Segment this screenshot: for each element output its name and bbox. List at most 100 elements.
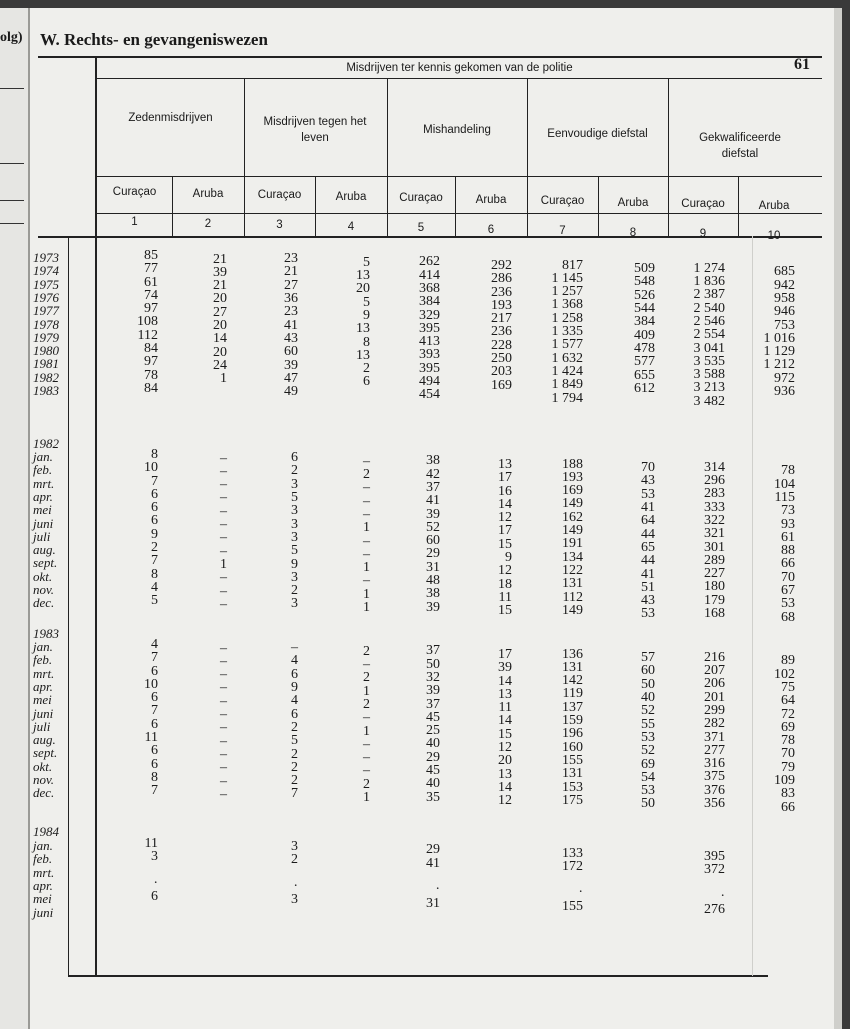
table-cell: 206 bbox=[704, 676, 725, 692]
table-cell: 262 bbox=[419, 254, 440, 270]
subcolumn-header: Curaçao bbox=[540, 195, 585, 207]
section-title: W. Rechts- en gevangeniswezen bbox=[40, 30, 268, 49]
table-cell: 48 bbox=[426, 573, 440, 589]
table-cell: 53 bbox=[641, 486, 655, 502]
table-cell: 78 bbox=[144, 367, 158, 383]
table-cell bbox=[380, 870, 440, 883]
table-cell: – bbox=[220, 570, 227, 586]
table-cell: 17 bbox=[498, 523, 512, 539]
table-cell bbox=[523, 873, 583, 886]
data-column-4: –2– – –1– –1–1 1 bbox=[310, 454, 370, 615]
table-cell: · bbox=[720, 888, 725, 904]
table-cell: 753 bbox=[774, 317, 795, 333]
table-cell: 227 bbox=[704, 566, 725, 582]
data-column-2: – – – – – – – – – – – – bbox=[167, 641, 227, 802]
table-cell: 395 bbox=[419, 320, 440, 336]
data-column-3: 3 2 · 3 bbox=[238, 840, 298, 908]
table-cell: 958 bbox=[774, 290, 795, 306]
table-cell: 15 bbox=[498, 726, 512, 742]
row-label: feb. bbox=[33, 851, 53, 867]
table-cell: 1 129 bbox=[763, 344, 796, 360]
table-cell: 172 bbox=[562, 858, 583, 874]
column-number: 4 bbox=[347, 220, 355, 233]
table-cell: 17 bbox=[498, 647, 512, 662]
table-cell: 283 bbox=[704, 486, 725, 502]
table-cell: 102 bbox=[774, 666, 795, 682]
table-cell: 3 bbox=[291, 476, 298, 492]
group-header: Misdrijven tegen het leven bbox=[263, 116, 367, 144]
table-cell: 8 bbox=[151, 566, 158, 582]
data-column-7: 133 172 · 155 bbox=[523, 845, 583, 914]
table-cell: 9 bbox=[151, 526, 158, 542]
table-cell: 384 bbox=[419, 294, 440, 310]
table-cell: 188 bbox=[562, 456, 583, 472]
table-cell: 3 041 bbox=[693, 340, 726, 356]
table-cell: 544 bbox=[634, 301, 655, 317]
previous-page-edge: olg) bbox=[0, 8, 30, 1029]
table-cell: 43 bbox=[641, 473, 655, 489]
table-cell: 47 bbox=[284, 370, 298, 386]
table-cell: · bbox=[293, 879, 298, 895]
table-cell: 6 bbox=[151, 889, 158, 905]
table-cell: 78 bbox=[781, 463, 795, 479]
table-cell: 5 bbox=[363, 254, 370, 270]
table-cell: 20 bbox=[356, 281, 370, 297]
top-rule bbox=[38, 56, 822, 58]
table-cell: – bbox=[363, 506, 370, 522]
table-cell: 36 bbox=[284, 291, 298, 307]
table-cell: 134 bbox=[562, 549, 583, 565]
subcolumn-header: Curaçao bbox=[257, 189, 302, 201]
table-cell: 133 bbox=[562, 845, 583, 861]
group-header: Mishandeling bbox=[423, 124, 491, 136]
table-cell: – bbox=[220, 530, 227, 546]
table-cell: 169 bbox=[491, 377, 512, 393]
table-cell: 250 bbox=[491, 351, 512, 367]
table-cell: 203 bbox=[491, 364, 512, 380]
table-cell: 409 bbox=[634, 327, 655, 343]
table-cell: – bbox=[220, 693, 227, 709]
table-cell: 292 bbox=[491, 258, 512, 273]
row-label: mrt. bbox=[33, 864, 55, 880]
table-cell: 15 bbox=[498, 536, 512, 552]
table-cell: 65 bbox=[641, 539, 655, 555]
table-cell: 393 bbox=[419, 347, 440, 363]
data-column-1: 4 7 6 10 6 7 6 11 6 6 8 7 bbox=[98, 637, 158, 798]
table-cell: 3 bbox=[151, 849, 158, 865]
table-cell: 60 bbox=[641, 663, 655, 679]
row-label: 1975 bbox=[33, 276, 59, 292]
data-column-6: 17 39 14 13 11 14 15 12 20 13 14 12 bbox=[452, 647, 512, 808]
table-cell: 286 bbox=[491, 271, 512, 287]
data-column-5: 29 41 · 31 bbox=[380, 843, 440, 911]
table-cell bbox=[238, 867, 298, 880]
table-cell: 13 bbox=[498, 686, 512, 702]
table-cell: 1 bbox=[220, 556, 227, 572]
row-label: 1973 bbox=[33, 250, 59, 265]
table-cell: 108 bbox=[137, 314, 158, 330]
table-cell: 64 bbox=[781, 693, 795, 709]
table-cell: 13 bbox=[498, 457, 512, 472]
table-cell: 6 bbox=[151, 513, 158, 529]
table-cell: 1 632 bbox=[551, 350, 584, 366]
table-cell: – bbox=[363, 736, 370, 752]
column-number: 10 bbox=[767, 229, 781, 242]
table-cell: 104 bbox=[774, 476, 795, 492]
table-cell: 27 bbox=[284, 277, 298, 293]
table-cell: 3 bbox=[291, 569, 298, 585]
table-cell: 2 bbox=[291, 463, 298, 479]
table-cell: 175 bbox=[562, 792, 583, 808]
data-column-1: 8 10 7 6 6 6 9 2 7 8 4 5 bbox=[98, 447, 158, 608]
table-cell: 53 bbox=[641, 729, 655, 745]
data-column-10: 89 102 75 64 72 69 78 70 79 109 83 66 bbox=[735, 654, 795, 815]
table-cell: 1 258 bbox=[551, 310, 584, 326]
row-label: 1974 bbox=[33, 263, 59, 279]
table-cell: 289 bbox=[704, 552, 725, 568]
table-cell: 93 bbox=[781, 516, 795, 532]
table-cell: 14 bbox=[498, 779, 512, 795]
table-cell: 6 bbox=[151, 756, 158, 772]
table-cell: 38 bbox=[426, 586, 440, 602]
stub-rule bbox=[95, 56, 97, 976]
table-cell: 179 bbox=[704, 592, 725, 608]
table-cell: 64 bbox=[641, 513, 655, 529]
row-label: feb. bbox=[33, 462, 53, 478]
table-cell: 216 bbox=[704, 649, 725, 665]
